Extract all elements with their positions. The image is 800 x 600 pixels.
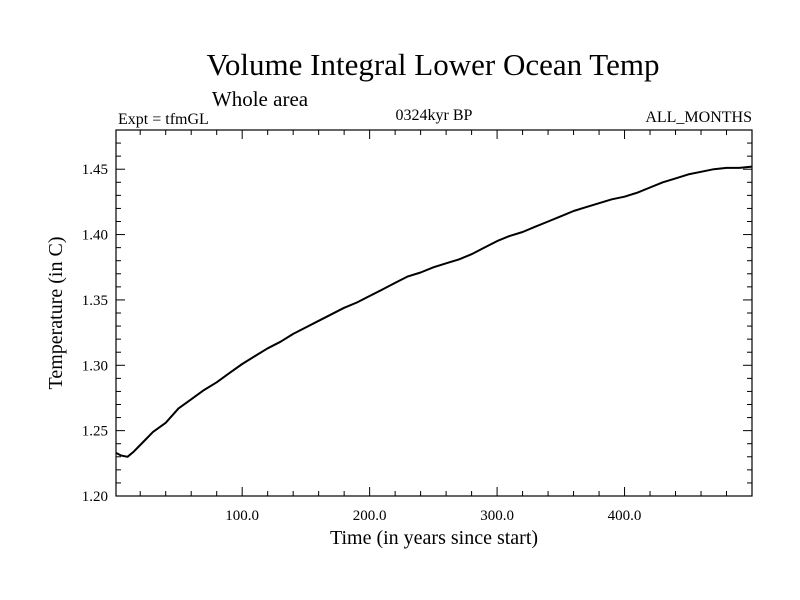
y-axis: 1.20 1.25 1.30 1.35 1.40 1.45	[82, 142, 752, 505]
y-tick-label: 1.40	[82, 228, 108, 244]
x-tick-label: 400.0	[608, 508, 642, 524]
x-axis-label: Time (in years since start)	[330, 527, 538, 549]
x-axis: 100.0 200.0 300.0 400.0	[139, 130, 728, 524]
y-tick-label: 1.25	[82, 424, 108, 440]
y-tick-label: 1.30	[82, 358, 108, 374]
months-label: ALL_MONTHS	[645, 109, 752, 126]
y-axis-label: Temperature (in C)	[45, 237, 67, 390]
x-tick-label: 100.0	[225, 508, 259, 524]
y-tick-label: 1.45	[82, 162, 108, 178]
chart-subtitle: Whole area	[212, 87, 309, 111]
x-tick-label: 300.0	[480, 508, 514, 524]
temperature-series-line	[115, 165, 753, 458]
y-tick-label: 1.35	[82, 293, 108, 309]
chart-title: Volume Integral Lower Ocean Temp	[207, 47, 660, 82]
x-tick-label: 200.0	[353, 508, 387, 524]
y-tick-label: 1.20	[82, 489, 108, 505]
experiment-label: Expt = tfmGL	[118, 111, 209, 128]
period-label: 0324kyr BP	[396, 107, 473, 124]
